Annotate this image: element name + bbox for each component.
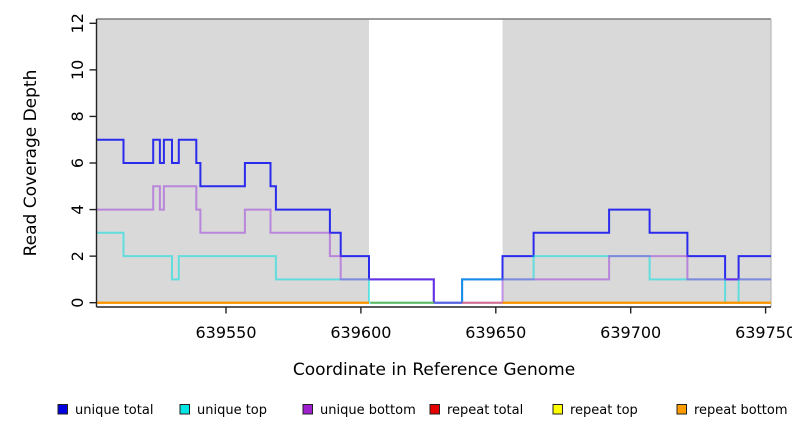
legend-key-swatch bbox=[552, 404, 563, 415]
y-tick-label: 2 bbox=[68, 251, 87, 261]
y-tick-label: 4 bbox=[68, 204, 87, 214]
legend-key-swatch bbox=[429, 404, 440, 415]
legend: unique total unique top unique bottom repea… bbox=[57, 403, 788, 418]
x-tick-label: 639650 bbox=[465, 323, 526, 342]
legend-item-label: unique total bbox=[75, 403, 153, 418]
x-axis-title: Coordinate in Reference Genome bbox=[293, 360, 575, 380]
y-tick-label: 6 bbox=[68, 158, 87, 168]
legend-item-label: repeat bottom bbox=[694, 403, 788, 418]
legend-key-swatch bbox=[57, 404, 68, 415]
legend-item-label: unique top bbox=[197, 403, 267, 418]
x-tick-label: 639700 bbox=[600, 323, 661, 342]
legend-item-unique-total: unique total bbox=[57, 403, 153, 418]
legend-item-unique-bottom: unique bottom bbox=[302, 403, 416, 418]
x-tick-label: 639550 bbox=[195, 323, 256, 342]
y-tick-label: 10 bbox=[68, 60, 87, 80]
legend-item-repeat-total: repeat total bbox=[429, 403, 523, 418]
series-line-unique-bottom bbox=[96, 185, 771, 304]
y-tick-label: 0 bbox=[68, 298, 87, 308]
legend-item-label: repeat total bbox=[447, 403, 523, 418]
y-axis-title: Read Coverage Depth bbox=[21, 70, 41, 257]
legend-key-swatch bbox=[179, 404, 190, 415]
legend-item-unique-top: unique top bbox=[179, 403, 267, 418]
legend-item-repeat-bottom: repeat bottom bbox=[676, 403, 788, 418]
axes-layer: 0 2 4 6 8 10 12 639550 639600 639650 639700 639750 bbox=[68, 13, 792, 342]
x-tick-label: 639600 bbox=[330, 323, 391, 342]
legend-item-label: unique bottom bbox=[320, 403, 416, 418]
y-tick-label: 12 bbox=[68, 13, 87, 33]
legend-item-label: repeat top bbox=[570, 403, 638, 418]
x-tick-label: 639750 bbox=[735, 323, 792, 342]
series-line-unique-total bbox=[96, 138, 771, 304]
repeat-region-shade bbox=[502, 19, 771, 304]
series-layer bbox=[96, 138, 771, 304]
y-tick-label: 8 bbox=[68, 111, 87, 121]
legend-key-swatch bbox=[302, 404, 313, 415]
repeat-region-shade bbox=[96, 19, 369, 304]
legend-key-swatch bbox=[676, 404, 687, 415]
legend-item-repeat-top: repeat top bbox=[552, 403, 638, 418]
